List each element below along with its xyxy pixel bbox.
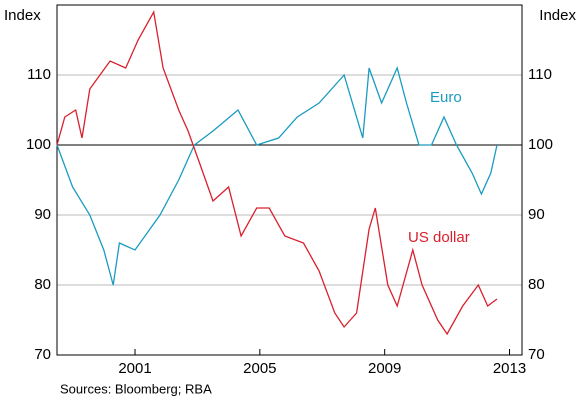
x-tick-label: 2009 <box>368 360 401 377</box>
y2-tick-label: 100 <box>528 136 553 153</box>
series-line <box>56 10 498 336</box>
y-tick-label: 110 <box>27 66 51 83</box>
y2-axis-label: Index <box>539 7 576 24</box>
series-label: US dollar <box>408 229 470 246</box>
plot-frame <box>56 4 523 356</box>
y-tick-label: 70 <box>34 346 51 363</box>
y-tick-label: 100 <box>26 136 51 153</box>
series-label: Euro <box>430 89 462 106</box>
y-tick-label: 80 <box>34 276 51 293</box>
source-note: Sources: Bloomberg; RBA <box>60 381 212 396</box>
y2-tick-label: 90 <box>528 206 545 223</box>
y2-tick-label: 80 <box>528 276 545 293</box>
y2-tick-label: 70 <box>528 346 545 363</box>
x-tick-label: 2005 <box>243 360 276 377</box>
y2-tick-label: 110 <box>528 66 552 83</box>
y-axis-label: Index <box>4 7 41 24</box>
series-line <box>56 66 498 286</box>
x-tick-label: 2013 <box>493 360 526 377</box>
x-tick-label: 2001 <box>118 360 151 377</box>
y-tick-label: 90 <box>34 206 51 223</box>
